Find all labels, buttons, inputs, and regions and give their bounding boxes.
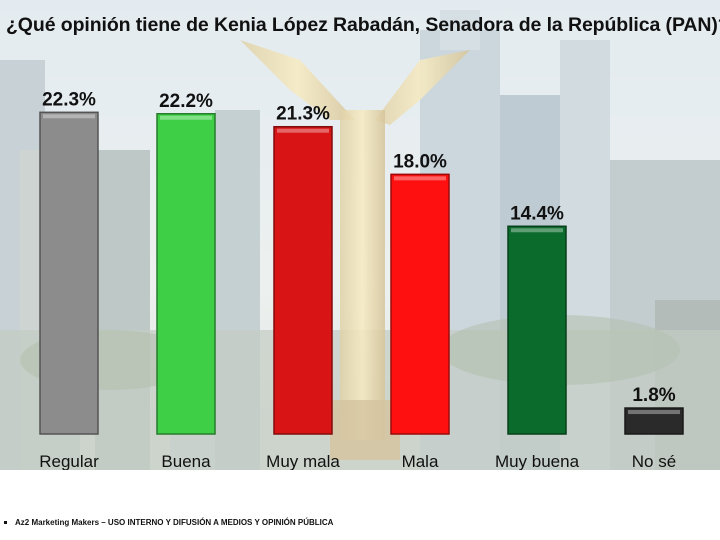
category-label: No sé <box>632 452 676 470</box>
category-label: Muy buena <box>495 452 580 470</box>
bullet-icon <box>4 521 7 525</box>
data-label: 22.3% <box>42 89 96 110</box>
bar-highlight <box>394 176 446 181</box>
bar-highlight <box>628 410 680 415</box>
bar-highlight <box>160 115 212 120</box>
category-label: Muy mala <box>266 452 340 470</box>
footer-note: Az2 Marketing Makers – USO INTERNO Y DIF… <box>4 518 333 527</box>
bar-chart: 22.3% Regular 22.2% Buena 21.3% Muy mala 18.0%… <box>39 89 684 470</box>
data-label: 14.4% <box>510 203 564 224</box>
data-label: 1.8% <box>632 385 675 406</box>
bar-muy-buena <box>507 225 567 435</box>
data-label: 18.0% <box>393 151 447 172</box>
bar-no-sé <box>624 407 684 435</box>
bar-highlight <box>511 228 563 233</box>
bar-muy-mala <box>273 125 333 435</box>
footer-text: Az2 Marketing Makers – USO INTERNO Y DIF… <box>15 518 334 527</box>
bar-highlight <box>43 114 95 119</box>
bar-highlight <box>277 128 329 133</box>
data-label: 21.3% <box>276 104 330 125</box>
bar-mala <box>390 173 450 435</box>
chart-title: ¿Qué opinión tiene de Kenia López Rabadá… <box>6 14 720 36</box>
background-wash <box>0 0 720 470</box>
category-label: Regular <box>39 452 99 470</box>
bar-regular <box>39 111 99 435</box>
data-label: 22.2% <box>159 91 213 112</box>
category-label: Buena <box>161 452 211 470</box>
bar-buena <box>156 113 216 435</box>
category-label: Mala <box>402 452 439 470</box>
